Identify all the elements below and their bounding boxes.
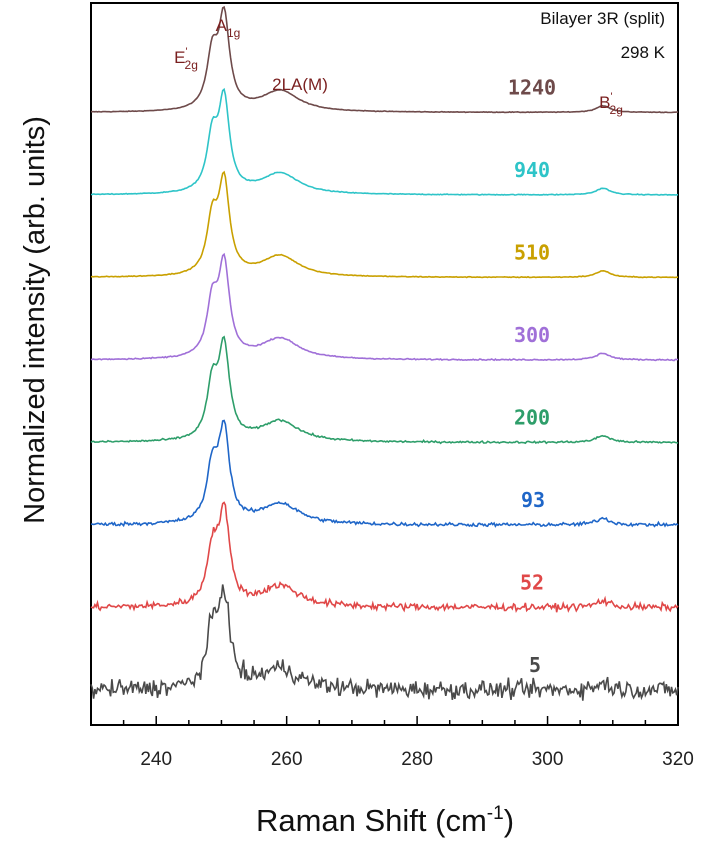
series-label-300: 300 [514, 323, 550, 347]
peak-label-2lam: 2LA(M) [272, 75, 328, 94]
series-label-5: 5 [529, 653, 541, 677]
peak-label-a1g: A1g [216, 16, 241, 40]
x-tick-label: 300 [532, 749, 564, 770]
y-axis-title: Normalized intensity (arb. units) [19, 116, 51, 524]
series-line-93 [90, 419, 679, 528]
x-axis-ticks: 240 260 280 300 320 [90, 716, 694, 770]
series-line-52 [90, 501, 679, 614]
peak-label-b2g: B' 2g [599, 91, 623, 117]
series-line-300 [90, 252, 679, 362]
series-label-510: 510 [514, 241, 550, 265]
temperature-label: 298 K [621, 43, 666, 62]
series-label-940: 940 [514, 158, 550, 182]
series-line-940 [90, 87, 679, 196]
sample-label: Bilayer 3R (split) [540, 9, 665, 28]
peak-label-e2g: E' 2g [174, 46, 198, 72]
peak-labels: E' 2g A1g 2LA(M) B' 2g [174, 16, 623, 117]
x-tick-label: 320 [662, 749, 694, 770]
series-label-52: 52 [520, 571, 544, 595]
x-tick-label: 260 [271, 749, 303, 770]
series-labels: 1240 940 510 300 200 93 52 5 [508, 76, 556, 678]
series-label-1240: 1240 [508, 76, 556, 100]
x-axis-title: Raman Shift (cm-1) [256, 803, 514, 838]
series-layer [90, 5, 679, 701]
series-line-5 [90, 584, 679, 701]
x-axis-title-sup: -1 [487, 803, 504, 824]
series-label-200: 200 [514, 406, 550, 430]
x-tick-label: 280 [401, 749, 433, 770]
series-label-93: 93 [521, 488, 545, 512]
series-line-200 [90, 335, 679, 445]
x-tick-label: 240 [140, 749, 172, 770]
series-line-1240 [91, 5, 679, 114]
series-line-510 [90, 170, 678, 279]
